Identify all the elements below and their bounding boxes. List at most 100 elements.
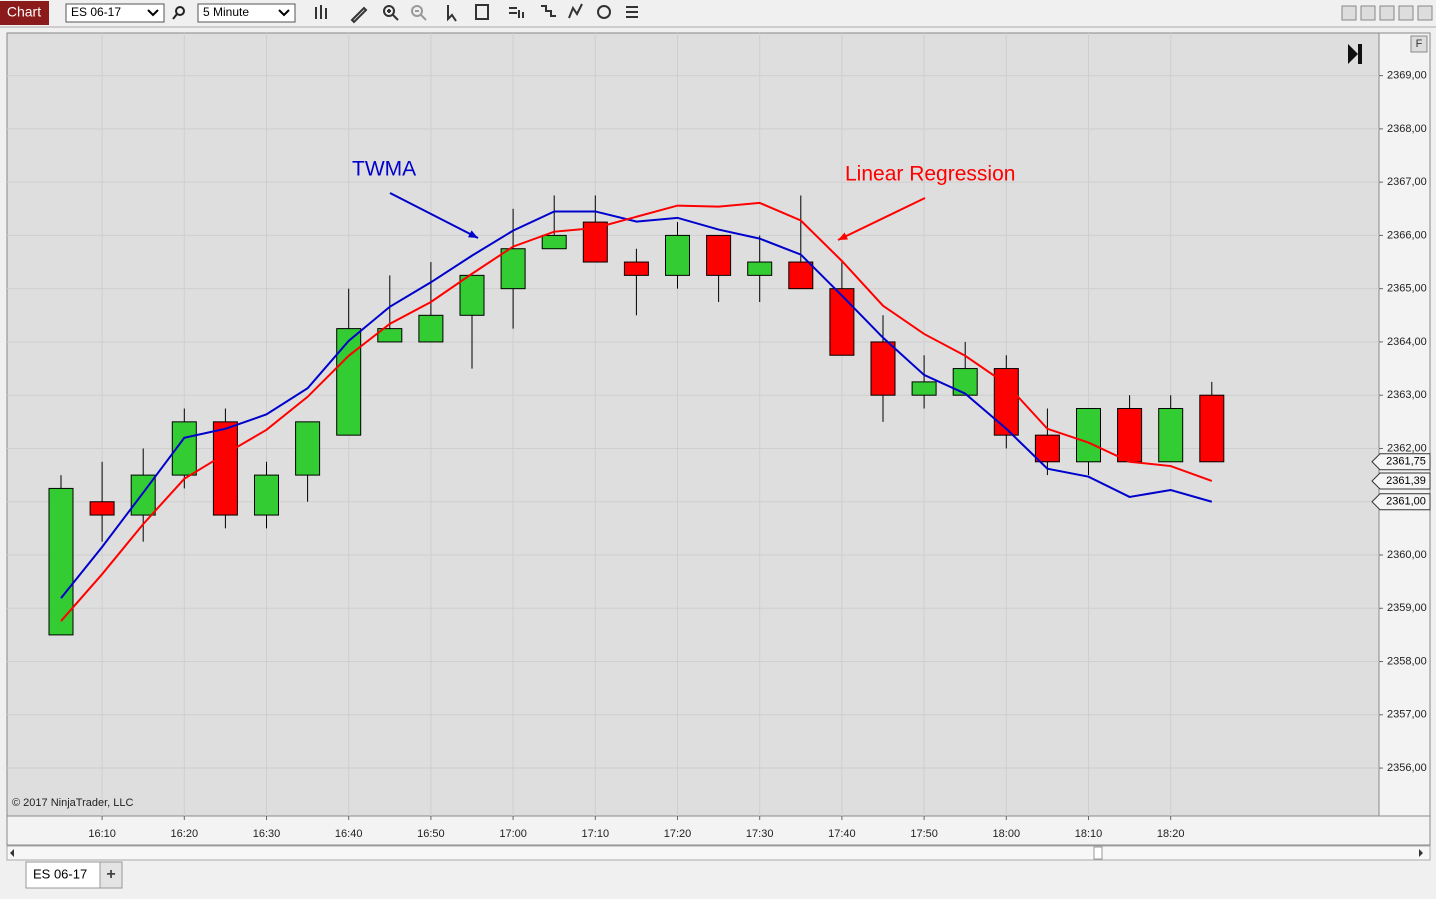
candle-body [911,381,937,396]
chart-label: Chart [7,4,41,20]
candle-body [1076,408,1101,463]
x-tick-label: 16:10 [88,828,116,840]
annotation-arrowhead [838,232,848,240]
y-tick-label: 2360,00 [1387,549,1427,561]
scroll-end-icon[interactable] [1348,44,1362,64]
candle-body [788,261,814,290]
window-buttons [1341,5,1433,21]
candle-body [418,314,444,343]
annotation-arrowhead [468,230,478,238]
x-tick-label: 17:00 [499,828,527,840]
tab[interactable] [25,861,101,889]
candle-body [89,501,115,516]
dropdown-arrow [147,9,159,17]
annotation-label: TWMA [352,158,416,181]
minimize-button[interactable] [1379,5,1395,21]
x-tick-label: 17:20 [664,828,692,840]
candle-body [747,261,773,276]
chart-label-bg [0,1,49,25]
y-tick-label: 2359,00 [1387,602,1427,614]
x-tick-label: 17:30 [746,828,774,840]
price-marker-label: 2361,39 [1386,475,1426,487]
time-axis [6,815,1431,846]
strategy-icon[interactable] [509,7,524,18]
candle-body [254,474,279,516]
x-tick-label: 18:20 [1157,828,1185,840]
x-tick-label: 16:20 [171,828,199,840]
interval-select[interactable] [197,3,296,23]
y-tick-label: 2369,00 [1387,70,1427,82]
price-marker-label: 2361,00 [1386,496,1426,508]
toolbar-icons [315,3,638,24]
candle-body [212,421,238,516]
reload-icon[interactable] [597,5,611,19]
pointer-icon[interactable] [447,5,457,22]
y-tick-label: 2367,00 [1387,176,1427,188]
dropdown-arrow [278,9,290,17]
panel-button-glyph: F [1416,38,1423,50]
x-tick-label: 17:10 [582,828,610,840]
candle-body [1117,408,1143,463]
price-marker [1371,472,1431,490]
properties-icon[interactable] [626,6,638,18]
search-icon[interactable] [175,6,185,16]
lines-icon[interactable] [568,3,583,19]
candle-body [541,234,567,250]
zoom-out-icon[interactable] [411,5,423,17]
x-tick-label: 17:40 [828,828,856,840]
x-tick-label: 17:50 [910,828,938,840]
price-marker-label: 2361,75 [1386,456,1426,468]
tab-label: ES 06-17 [33,866,87,881]
price-marker [1371,453,1431,471]
x-tick-label: 16:40 [335,828,363,840]
close-button[interactable] [1417,5,1433,21]
y-tick-label: 2363,00 [1387,389,1427,401]
y-tick-label: 2365,00 [1387,283,1427,295]
y-tick-label: 2368,00 [1387,123,1427,135]
scroll-thumb[interactable] [1093,846,1103,860]
restore-button[interactable] [1398,5,1414,21]
add-tab-label: + [106,866,115,883]
annotation-arrow [389,192,479,239]
x-tick-label: 16:50 [417,828,445,840]
x-tick-label: 16:30 [253,828,281,840]
indicator-line [60,210,1213,599]
scrollbar[interactable] [6,845,1431,861]
tile-button[interactable] [1360,5,1376,21]
candle-body [336,328,362,436]
price-axis [1378,32,1431,817]
add-tab[interactable] [99,861,123,889]
y-tick-label: 2362,00 [1387,442,1427,454]
interval-text: 5 Minute [203,5,249,19]
price-marker [1371,493,1431,511]
x-tick-label: 18:00 [993,828,1021,840]
annotation-arrow [837,197,926,241]
y-tick-label: 2364,00 [1387,336,1427,348]
indicator-line [60,201,1213,622]
candle-body [1158,408,1184,463]
tile-button[interactable] [1341,5,1357,21]
instrument-select[interactable] [65,3,165,23]
candle-body [295,421,321,476]
plot-layer: 2356,00 2357,00 2358,00 2359,00 2360,00 2361,… [7,33,1431,840]
candle-body [829,288,855,356]
panel-button[interactable] [1410,35,1428,53]
bars-icon[interactable] [315,5,327,19]
candle-body [623,261,649,276]
candle-body [377,328,403,343]
candle-body [706,234,732,276]
y-tick-label: 2356,00 [1387,762,1427,774]
candle-body [952,368,978,396]
zoom-in-icon[interactable] [383,5,395,17]
data-box-icon[interactable] [475,4,489,20]
candle-body [1199,394,1225,463]
candle-body [870,341,896,396]
candle-body [665,234,690,276]
draw-icon[interactable] [350,6,368,24]
copyright: © 2017 NinjaTrader, LLC [12,797,133,809]
indicator-icon[interactable] [541,5,556,17]
candle-body [130,474,156,516]
instrument-text: ES 06-17 [71,5,121,19]
